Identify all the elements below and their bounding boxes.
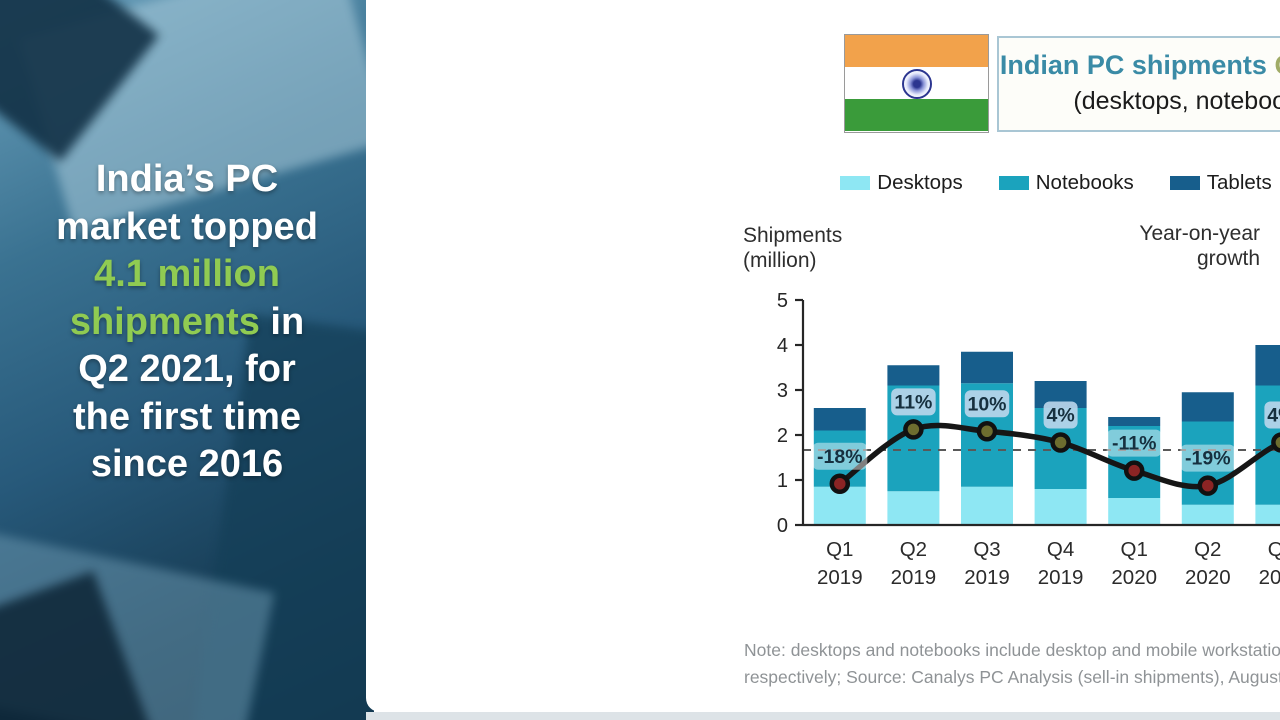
bar-segment-tablets xyxy=(813,408,866,431)
growth-label: 4% xyxy=(1047,405,1075,427)
headline-accent-text: shipments xyxy=(69,300,260,343)
shipments-growth-chart: 01234580%60%40%20%0%-20%-40%-18%11%10%4%… xyxy=(777,290,1280,589)
title-main: Indian PC shipments xyxy=(999,50,1267,80)
legend-label: Notebooks xyxy=(1035,171,1134,194)
left-axis-title: Shipments (million) xyxy=(743,224,842,274)
source-note-line: Note: desktops and notebooks include des… xyxy=(744,640,1280,660)
growth-label: -18% xyxy=(817,446,863,468)
right-axis-title: Year-on-year growth xyxy=(1139,222,1260,272)
chart-title: Indian PC shipments Q1 2019 to Q2 2021 xyxy=(999,50,1280,81)
x-tick-year: 2019 xyxy=(891,566,937,589)
growth-marker-q2-2019 xyxy=(903,419,924,440)
title-range: Q1 2019 to Q2 2021 xyxy=(1274,50,1280,80)
growth-marker-q3-2019 xyxy=(976,421,998,442)
x-tick-quarter: Q2 xyxy=(900,538,927,561)
growth-label: 4% xyxy=(1267,405,1280,427)
growth-label: 10% xyxy=(967,393,1006,415)
sidebar-photo: India’s PC market topped 4.1 million shipme… xyxy=(0,0,374,720)
x-tick-quarter: Q2 xyxy=(1194,538,1221,561)
headline-text: market topped xyxy=(56,205,318,248)
headline-accent-text: 4.1 million xyxy=(94,253,280,295)
growth-marker-q1-2020 xyxy=(1123,460,1145,481)
legend-label: Tablets xyxy=(1206,171,1272,194)
content-panel: Indian PC shipments Q1 2019 to Q2 2021 (… xyxy=(366,0,1280,712)
bar-segment-desktops xyxy=(1255,504,1280,525)
bar-segment-tablets xyxy=(887,365,940,386)
left-axis-title-line: Shipments xyxy=(743,224,843,247)
growth-label-chip xyxy=(1180,444,1236,472)
flag-green-stripe xyxy=(845,99,988,131)
bottom-border-strip xyxy=(366,712,1280,720)
x-tick-year: 2020 xyxy=(1259,566,1280,589)
headline: India’s PC market topped 4.1 million shipme… xyxy=(0,156,374,489)
x-tick-year: 2020 xyxy=(1185,566,1231,589)
x-tick-year: 2019 xyxy=(1038,566,1084,589)
growth-marker-q4-2019 xyxy=(1050,432,1071,453)
india-flag-icon xyxy=(844,34,989,133)
headline-text: since 2016 xyxy=(90,443,284,485)
notebooks-swatch-icon xyxy=(998,176,1029,190)
bar-segment-tablets xyxy=(1108,417,1161,426)
right-axis-title-line: growth xyxy=(1196,246,1260,270)
growth-label-chip xyxy=(891,388,936,416)
growth-marker-q1-2019 xyxy=(829,473,851,494)
source-note-line: respectively; Source: Canalys PC Analysi… xyxy=(744,667,1280,688)
x-tick-year: 2020 xyxy=(1111,566,1157,589)
headline-text: India’s PC xyxy=(95,158,279,200)
left-axis-tick-label: 1 xyxy=(777,470,788,492)
bar-segment-tablets xyxy=(961,351,1013,384)
bar-segment-desktops xyxy=(1181,504,1234,525)
x-tick-year: 2019 xyxy=(964,566,1010,589)
left-axis-title-line: (million) xyxy=(743,248,817,272)
source-note: Note: desktops and notebooks include des… xyxy=(744,637,1280,691)
legend-label: Desktops xyxy=(877,171,963,194)
left-axis-tick-label: 3 xyxy=(777,380,788,402)
headline-text: in xyxy=(259,300,305,343)
left-axis-tick-label: 2 xyxy=(777,425,788,447)
legend-item-tablets: Tablets xyxy=(1169,171,1272,195)
bar-q2-2020 xyxy=(1181,392,1234,525)
bar-q1-2019 xyxy=(813,408,866,525)
x-tick-quarter: Q1 xyxy=(826,538,853,561)
growth-label-chip xyxy=(1264,401,1280,429)
axes: 01234580%60%40%20%0%-20%-40% xyxy=(777,290,1280,537)
growth-label-chip xyxy=(812,442,868,470)
x-tick-quarter: Q3 xyxy=(973,538,1000,561)
growth-label: 11% xyxy=(894,391,932,413)
growth-label-chip xyxy=(1106,429,1162,457)
growth-label: -19% xyxy=(1185,448,1231,470)
x-tick-quarter: Q4 xyxy=(1047,538,1074,561)
growth-label-chip xyxy=(1043,401,1078,429)
flag-saffron-stripe xyxy=(845,35,988,67)
growth-label: -11% xyxy=(1112,433,1156,455)
x-tick-quarter: Q1 xyxy=(1121,538,1148,561)
desktops-swatch-icon xyxy=(840,176,871,190)
headline-text: Q2 2021, for xyxy=(78,348,296,390)
bar-segment-tablets xyxy=(1181,392,1234,422)
growth-marker-q2-2020 xyxy=(1197,475,1219,496)
ashoka-chakra-icon xyxy=(901,68,932,99)
headline-text: the first time xyxy=(72,395,302,438)
legend: DesktopsNotebooksTabletsYear-on-year gro… xyxy=(740,171,1280,195)
legend-item-desktops: Desktops xyxy=(840,171,963,195)
left-axis-tick-label: 4 xyxy=(777,335,788,357)
bar-segment-desktops xyxy=(887,491,940,525)
tablets-swatch-icon xyxy=(1169,176,1200,190)
title-box: Indian PC shipments Q1 2019 to Q2 2021 (… xyxy=(997,36,1280,132)
legend-item-notebooks: Notebooks xyxy=(998,171,1134,195)
bar-segment-desktops xyxy=(961,486,1013,525)
left-axis-tick-label: 0 xyxy=(777,515,788,537)
right-axis-title-line: Year-on-year xyxy=(1139,222,1260,245)
x-tick-year: 2019 xyxy=(817,566,863,589)
growth-marker-q3-2020 xyxy=(1271,432,1280,453)
bar-segment-tablets xyxy=(1255,345,1280,386)
bar-segment-desktops xyxy=(1108,498,1161,525)
growth-label-chip xyxy=(964,390,1010,418)
chart-subtitle: (desktops, notebooks and tablets) xyxy=(1073,87,1280,115)
x-tick-quarter: Q3 xyxy=(1268,538,1280,561)
bar-segment-desktops xyxy=(1034,489,1087,525)
growth-line xyxy=(837,422,1280,490)
left-axis-tick-label: 5 xyxy=(777,290,788,312)
